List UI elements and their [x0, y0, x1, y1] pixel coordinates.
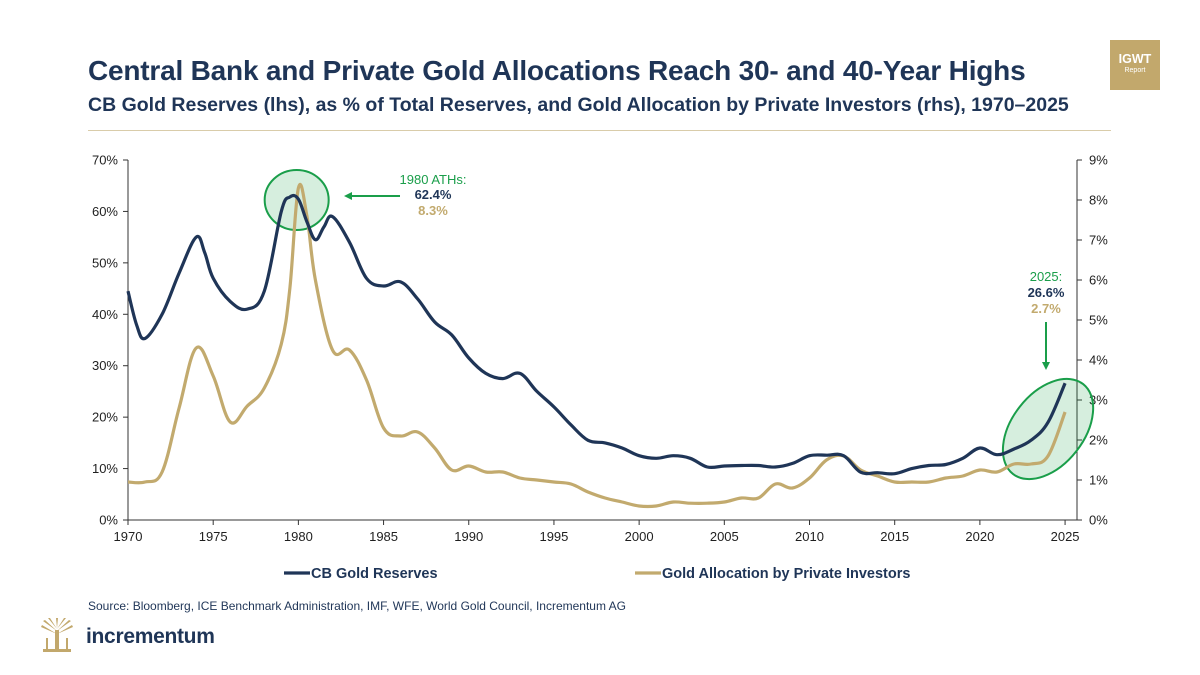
- y-left-tick-label: 30%: [92, 358, 118, 373]
- y-right-tick-label: 9%: [1089, 153, 1108, 168]
- x-tick-label: 1995: [539, 529, 568, 544]
- y-left-tick-label: 0%: [99, 513, 118, 528]
- source-note: Source: Bloomberg, ICE Benchmark Adminis…: [88, 599, 626, 613]
- x-tick-label: 2005: [710, 529, 739, 544]
- x-tick-label: 2010: [795, 529, 824, 544]
- y-left-tick-label: 70%: [92, 153, 118, 168]
- chart-subtitle: CB Gold Reserves (lhs), as % of Total Re…: [88, 94, 1069, 116]
- annotation-1980-label: 1980 ATHs:: [400, 172, 467, 187]
- header-divider: [88, 130, 1111, 131]
- y-right-tick-label: 8%: [1089, 193, 1108, 208]
- incrementum-tree-icon: [41, 618, 73, 652]
- igwt-report-badge: IGWT Report: [1110, 40, 1160, 90]
- legend-label-cb: CB Gold Reserves: [311, 566, 438, 582]
- annotation-2025-cb-value: 26.6%: [1028, 285, 1065, 300]
- x-tick-label: 1990: [454, 529, 483, 544]
- brand-name: incrementum: [86, 625, 215, 648]
- annotation-2025-label: 2025:: [1030, 269, 1063, 284]
- y-right-tick-label: 2%: [1089, 433, 1108, 448]
- x-tick-label: 1980: [284, 529, 313, 544]
- legend-label-private: Gold Allocation by Private Investors: [662, 566, 910, 582]
- y-left-tick-label: 60%: [92, 204, 118, 219]
- line-chart: 0%10%20%30%40%50%60%70%0%1%2%3%4%5%6%7%8…: [92, 153, 1108, 583]
- annotation-1980-private-value: 8.3%: [418, 203, 448, 218]
- y-left-tick-label: 50%: [92, 255, 118, 270]
- series-line-cb-gold-reserves: [126, 193, 1067, 476]
- x-tick-label: 1970: [114, 529, 143, 544]
- highlight-circle-2025: [1001, 377, 1095, 481]
- y-right-tick-label: 7%: [1089, 233, 1108, 248]
- y-right-tick-label: 6%: [1089, 273, 1108, 288]
- annotation-2025-private-value: 2.7%: [1031, 301, 1061, 316]
- x-tick-label: 2020: [965, 529, 994, 544]
- y-right-tick-label: 4%: [1089, 353, 1108, 368]
- y-left-tick-label: 10%: [92, 461, 118, 476]
- x-tick-label: 1985: [369, 529, 398, 544]
- y-right-tick-label: 0%: [1089, 513, 1108, 528]
- y-left-tick-label: 40%: [92, 307, 118, 322]
- x-tick-label: 1975: [199, 529, 228, 544]
- badge-title: IGWT: [1118, 52, 1152, 66]
- chart-title: Central Bank and Private Gold Allocation…: [88, 55, 1026, 86]
- y-right-tick-label: 1%: [1089, 473, 1108, 488]
- series-line-private-investors: [127, 182, 1067, 509]
- annotation-1980-cb-value: 62.4%: [415, 187, 452, 202]
- y-right-tick-label: 5%: [1089, 313, 1108, 328]
- x-tick-label: 2025: [1051, 529, 1080, 544]
- y-left-tick-label: 20%: [92, 410, 118, 425]
- badge-subtitle: Report: [1124, 67, 1146, 74]
- x-tick-label: 2015: [880, 529, 909, 544]
- x-tick-label: 2000: [625, 529, 654, 544]
